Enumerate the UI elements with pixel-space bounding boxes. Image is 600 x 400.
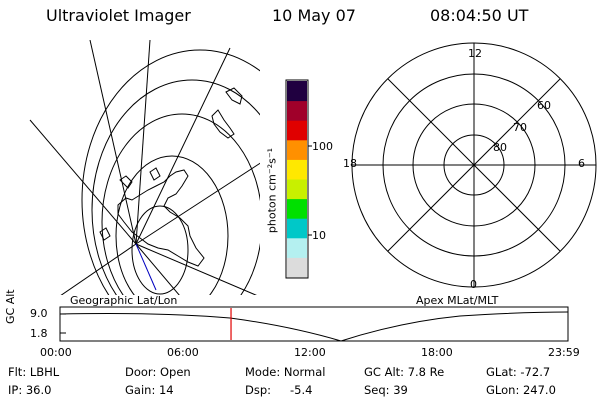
polar-grid [351,42,597,288]
timeline-ytick-label-top: 9.0 [30,307,48,320]
left-panel-caption: Geographic Lat/Lon [70,294,178,307]
right-panel-caption: Apex MLat/MLT [416,294,499,307]
color-scale-segment [287,237,307,258]
door-status: Door: Open [125,365,191,379]
colorbar-unit-label: photon cm⁻²s⁻¹ [265,147,279,234]
mlat-label-70: 70 [513,121,527,134]
color-scale-segment [287,179,307,200]
geographic-map [29,40,260,295]
coastlines [99,87,243,267]
glon-status: GLon: 247.0 [486,383,556,397]
color-scale-segment [287,81,307,102]
colorbar-tick-label-10: 10 [312,229,326,242]
longitude-lines [29,40,260,295]
color-scale-frame [285,79,309,279]
ip-status: IP: 36.0 [8,383,52,397]
gain-status: Gain: 14 [125,383,174,397]
color-scale-segment [287,218,307,239]
mlt-label-right: 6 [578,157,585,170]
timeline-ytick-label-bottom: 1.8 [30,327,48,340]
mlt-line-diag-b [387,78,561,252]
gc-alt-status: GC Alt: 7.8 Re [364,365,445,379]
timeline-xtick-1800: 18:00 [421,346,453,359]
dsp-value: -5.4 [290,383,313,397]
mlat-label-60: 60 [537,99,551,112]
mlt-label-left: 18 [343,157,357,170]
colorbar-tick-label-100: 100 [312,140,333,153]
altitude-curve [59,311,569,342]
timeline-xtick-1200: 12:00 [294,346,326,359]
mlat-label-80: 80 [493,141,507,154]
color-scale-segment [287,120,307,141]
seq-status: Seq: 39 [364,383,408,397]
color-scale-segment [287,139,307,160]
color-scale-segment [287,198,307,219]
image-date: 10 May 07 [272,6,356,25]
color-scale-segments [287,81,307,278]
instrument-title: Ultraviolet Imager [46,6,191,25]
mlt-label-bottom: 0 [470,278,477,291]
dsp-label: Dsp: [245,383,272,397]
timeline-xtick-0600: 06:00 [167,346,199,359]
color-scale-segment [287,159,307,180]
mlt-label-top: 12 [468,47,482,60]
orbit-timeline [59,306,569,342]
latitude-lines [81,49,260,295]
filter-status: Flt: LBHL [8,365,60,379]
timeline-xtick-0000: 00:00 [40,346,72,359]
ground-track [135,243,157,291]
mode-status: Mode: Normal [245,365,326,379]
image-time: 08:04:50 UT [430,6,529,25]
color-scale-bar [285,79,312,279]
color-scale-segment [287,257,307,278]
color-scale-segment [287,100,307,121]
glat-status: GLat: -72.7 [486,365,551,379]
timeline-y-axis-label: GC Alt [4,289,17,324]
timeline-xtick-2359: 23:59 [548,346,580,359]
timeline-frame [59,306,569,342]
